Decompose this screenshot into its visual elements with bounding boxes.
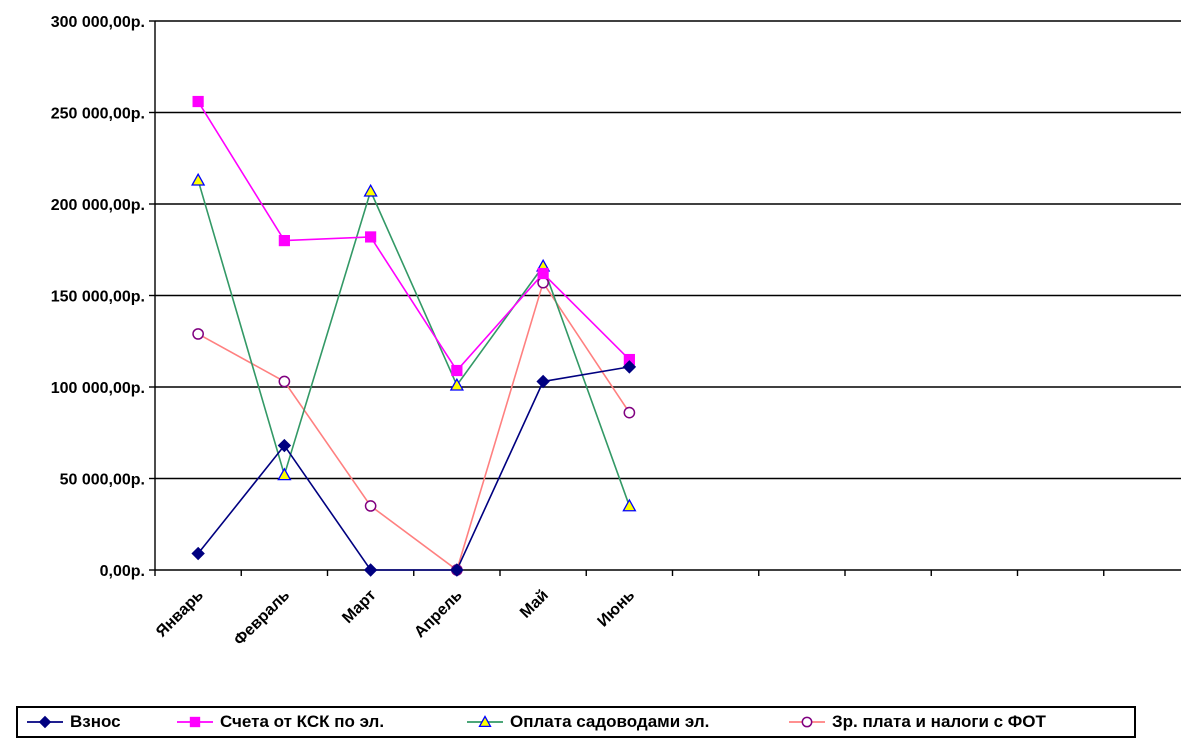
legend-label: Взнос <box>70 712 121 731</box>
legend-symbol-triangle <box>467 715 503 728</box>
data-point-circle <box>192 328 204 340</box>
legend-label: Зр. плата и налоги с ФОТ <box>832 712 1046 731</box>
y-tick-label: 150 000,00р. <box>51 289 145 306</box>
data-point-triangle <box>277 467 292 481</box>
x-tick-label: Февраль <box>231 587 293 649</box>
line-chart: 0,00р. 50 000,00р. 100 000,00р. 150 000,00р… <box>51 14 1181 649</box>
data-point-triangle <box>478 715 492 728</box>
legend-symbol-circle <box>789 716 825 728</box>
data-point-diamond <box>191 546 205 561</box>
data-point-circle <box>623 406 636 419</box>
data-point-diamond <box>277 438 292 453</box>
legend: Взнос Счета от КСК по эл. Оплата садовод… <box>16 706 1136 738</box>
x-tick-label: Июнь <box>595 587 639 631</box>
legend-item-vznos: Взнос <box>26 708 121 736</box>
data-point-diamond <box>536 374 550 389</box>
y-tick-label: 100 000,00р. <box>51 380 145 397</box>
legend-label: Счета от КСК по эл. <box>220 712 385 731</box>
legend-item-scheta-ksk: Счета от КСК по эл. <box>176 708 384 736</box>
x-tick-label: Январь <box>153 587 207 641</box>
x-axis: Январь Февраль Март Апрель Май Июнь <box>153 569 1181 649</box>
series-lines <box>197 101 631 572</box>
data-point-diamond <box>363 563 378 577</box>
data-point-square <box>278 235 290 247</box>
series-line <box>197 101 630 372</box>
data-point-diamond <box>38 715 52 729</box>
data-point-triangle <box>622 498 637 512</box>
y-tick-label: 250 000,00р. <box>51 106 145 123</box>
x-tick-label: Апрель <box>411 587 465 641</box>
y-axis: 0,00р. 50 000,00р. 100 000,00р. 150 000,00р… <box>51 14 156 580</box>
legend-symbol-square <box>177 716 213 728</box>
x-tick-label: Март <box>339 587 379 627</box>
data-point-circle <box>364 500 377 512</box>
data-point-circle <box>801 716 813 728</box>
data-point-square <box>451 364 463 377</box>
data-point-square <box>189 716 201 728</box>
data-point-triangle <box>449 377 464 391</box>
data-point-square <box>365 231 377 243</box>
data-point-diamond <box>622 360 637 374</box>
legend-item-zarplata-nalogi: Зр. плата и налоги с ФОТ <box>788 708 1046 736</box>
y-tick-label: 200 000,00р. <box>51 197 145 214</box>
series-markers <box>191 95 637 577</box>
data-point-square <box>192 95 204 108</box>
y-tick-label: 50 000,00р. <box>60 472 145 489</box>
y-tick-label: 300 000,00р. <box>51 14 145 31</box>
series-line <box>197 366 630 571</box>
legend-item-oplata-sadovodami: Оплата садоводами эл. <box>466 708 709 736</box>
y-tick-label: 0,00р. <box>100 563 145 580</box>
legend-label: Оплата садоводами эл. <box>510 712 710 731</box>
data-point-triangle <box>363 183 378 197</box>
series-line <box>197 179 631 507</box>
x-tick-label: Май <box>517 587 552 622</box>
data-point-diamond <box>450 563 464 577</box>
data-point-square <box>537 267 549 280</box>
data-point-triangle <box>191 172 206 186</box>
data-point-circle <box>278 375 291 388</box>
gridlines <box>155 20 1181 480</box>
legend-symbol-diamond <box>27 715 63 729</box>
